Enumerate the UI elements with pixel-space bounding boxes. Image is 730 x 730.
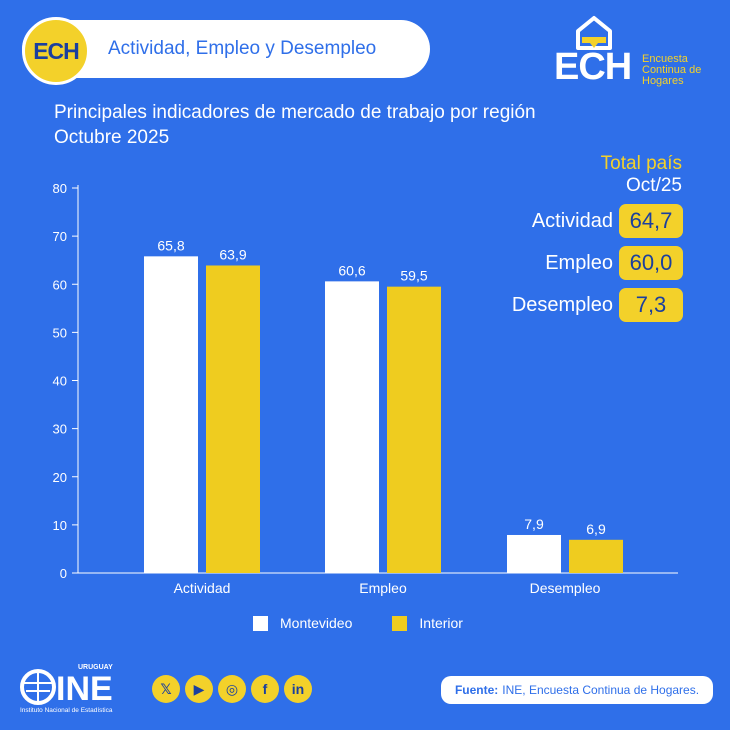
y-tick-label: 50: [53, 325, 67, 340]
source-label: Fuente:: [454, 683, 499, 697]
total-value: 7,3: [619, 288, 683, 322]
chart-legend: Montevideo Interior: [253, 615, 503, 631]
bar-interior-actividad: [206, 265, 260, 573]
bar-interior-empleo: [387, 286, 441, 573]
brand-subtitle: Encuesta Continua de Hogares: [642, 54, 722, 87]
legend-swatch: [253, 615, 268, 631]
bar-montevideo-actividad: [144, 256, 198, 573]
total-label: Empleo: [545, 251, 613, 274]
y-tick-label: 60: [53, 277, 67, 292]
legend-swatch: [392, 615, 408, 631]
header-pill: [22, 20, 430, 78]
legend-item-montevideo: Montevideo: [253, 615, 352, 631]
facebook-icon[interactable]: f: [251, 675, 279, 703]
total-value: 64,7: [619, 204, 683, 238]
y-tick-label: 30: [53, 422, 67, 437]
ine-logo-country: URUGUAY: [78, 664, 113, 671]
legend-item-interior: Interior: [392, 615, 463, 631]
bar-montevideo-desempleo: [507, 534, 561, 573]
data-label: 60,6: [338, 262, 365, 278]
youtube-icon[interactable]: ▶: [185, 675, 213, 703]
ine-logo-mark: URUGUAY INE Instituto Nacional de Estadí…: [20, 664, 113, 714]
legend-label: Interior: [419, 615, 463, 631]
y-tick-label: 10: [53, 518, 67, 533]
bar-chart: 0 10 20 30 40 50 60 70 80 65,8 63,9 Actividad 60,6 59…: [53, 181, 678, 596]
total-label: Actividad: [531, 209, 613, 232]
data-label: 63,9: [219, 246, 246, 262]
y-tick-label: 20: [53, 470, 67, 485]
source-text: INE, Encuesta Continua de Hogares.: [502, 683, 700, 697]
source-note: Fuente: INE, Encuesta Continua de Hogare…: [441, 676, 713, 704]
bar-interior-desempleo: [569, 539, 623, 573]
totals-title: Total país: [600, 153, 682, 174]
data-label: 6,9: [586, 521, 606, 537]
y-tick-label: 70: [53, 229, 67, 244]
x-icon[interactable]: 𝕏: [152, 675, 180, 703]
brand-letters: ECH: [554, 46, 632, 88]
brand-sub-line: Hogares: [642, 75, 684, 87]
total-row-desempleo: Desempleo 7,3: [512, 288, 683, 322]
total-row-empleo: Empleo 60,0: [545, 246, 683, 280]
linkedin-icon[interactable]: in: [284, 675, 312, 703]
data-label: 59,5: [400, 268, 427, 284]
brand-sub-line: Encuesta: [642, 53, 688, 65]
data-label: 7,9: [524, 516, 544, 532]
house-icon: [576, 16, 612, 50]
header-title: Actividad, Empleo y Desempleo: [108, 38, 377, 59]
totals-header: Total país Oct/25: [601, 153, 682, 197]
data-label: 65,8: [157, 237, 184, 253]
x-tick-label: Actividad: [174, 580, 231, 596]
legend-label: Montevideo: [280, 615, 353, 631]
chart-title-block: Principales indicadores de mercado de tr…: [54, 100, 536, 150]
ine-logo-name: INE: [56, 670, 113, 708]
brand-sub-line: Continua de: [642, 64, 702, 76]
y-tick-label: 40: [53, 374, 67, 389]
instagram-icon[interactable]: ◎: [218, 675, 246, 703]
social-links: 𝕏 ▶ ◎ f in: [152, 675, 312, 703]
ech-badge: ECH: [22, 17, 90, 85]
chart-subtitle: Octubre 2025: [54, 127, 170, 148]
y-tick-label: 0: [60, 566, 67, 581]
total-value: 60,0: [619, 246, 683, 280]
x-tick-label: Desempleo: [530, 580, 601, 596]
total-label: Desempleo: [511, 293, 613, 316]
chart-title: Principales indicadores de mercado de tr…: [54, 102, 536, 123]
y-tick-label: 80: [53, 181, 67, 196]
ech-brand-logo: ECH Encuesta Continua de Hogares: [554, 15, 714, 87]
ine-logo: URUGUAY INE Instituto Nacional de Estadí…: [18, 659, 142, 715]
total-row-actividad: Actividad 64,7: [532, 204, 683, 238]
x-tick-label: Empleo: [359, 580, 407, 596]
bar-montevideo-empleo: [325, 281, 379, 573]
totals-period: Oct/25: [626, 175, 682, 196]
ine-logo-sub: Instituto Nacional de Estadística: [20, 707, 113, 714]
